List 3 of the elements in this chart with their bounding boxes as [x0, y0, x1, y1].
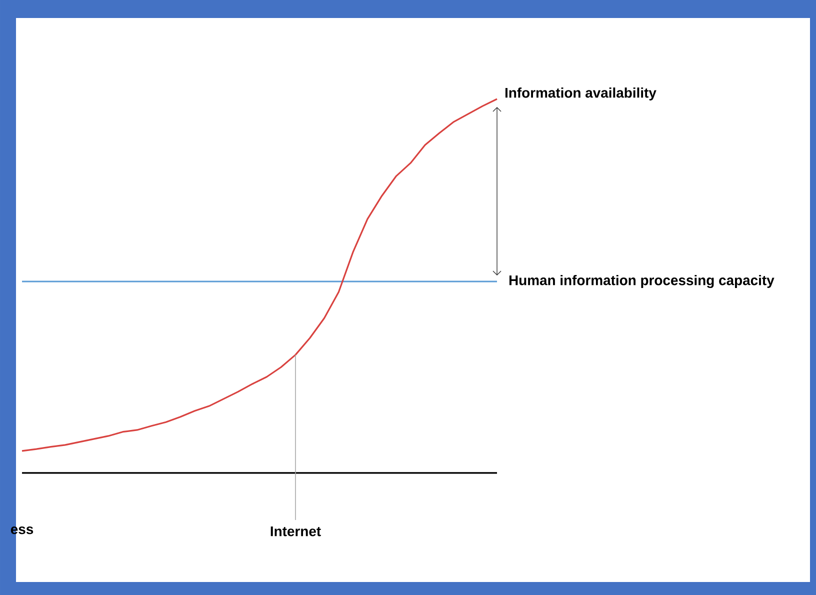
ref-line-label: Human information processing capacity: [509, 274, 774, 288]
x-tick-label: Internet: [270, 526, 321, 536]
series-label: Information availability: [505, 87, 656, 100]
